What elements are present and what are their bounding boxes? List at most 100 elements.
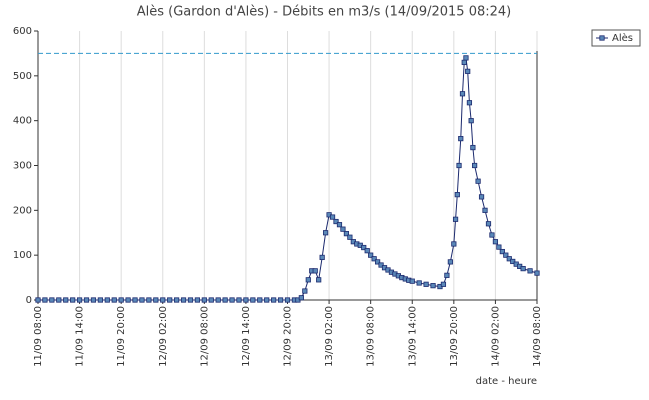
point-marker [475,178,481,184]
x-tick-label: 11/09 08:00 [33,306,44,367]
point-marker [90,297,97,303]
point-marker [333,218,339,225]
point-marker [284,297,291,303]
point-marker [423,281,429,287]
point-marker [336,222,343,228]
chart-title: Alès (Gardon d'Alès) - Débits en m3/s (1… [137,5,511,20]
point-marker [510,258,516,265]
point-marker [111,297,117,303]
point-marker [520,266,526,272]
x-tick-label: 12/09 20:00 [283,306,294,367]
point-marker [132,297,138,303]
point-marker [174,297,180,303]
point-marker [470,144,476,151]
point-marker [440,281,447,287]
point-marker [146,297,152,303]
point-marker [492,239,499,245]
point-marker [56,297,62,303]
point-marker [243,297,249,303]
point-marker [496,244,502,250]
point-marker [104,297,110,303]
point-marker [125,297,131,303]
point-marker [472,162,478,169]
y-tick-label: 600 [13,26,32,37]
x-tick-label: 14/09 02:00 [490,306,501,367]
point-marker [277,297,284,303]
x-tick-label: 11/09 20:00 [116,306,127,367]
y-tick-label: 100 [13,250,32,261]
point-marker [264,297,270,303]
point-marker [160,297,166,303]
x-axis-title: date - heure [476,376,537,387]
point-marker [416,280,422,286]
point-marker [139,297,145,303]
point-marker [329,214,336,220]
legend-box [591,29,641,47]
point-marker [458,135,464,142]
point-marker [468,118,474,124]
point-marker [371,256,377,262]
point-marker [222,297,228,303]
point-marker [340,226,346,232]
point-marker [236,297,242,303]
point-marker [463,55,469,61]
point-marker [316,277,322,283]
point-marker [153,297,159,303]
point-marker [364,248,370,254]
point-marker [83,297,90,303]
point-marker [76,297,83,303]
point-marker [456,162,462,169]
point-marker [444,272,450,278]
point-marker [298,295,304,301]
point-marker [466,100,473,106]
x-tick-label: 11/09 14:00 [75,306,86,367]
point-marker [187,297,194,303]
point-marker [506,256,512,262]
point-marker [368,252,374,258]
point-marker [499,248,505,255]
y-tick-label: 0 [26,295,32,306]
legend-marker [599,35,605,41]
x-tick-label: 13/09 14:00 [407,306,418,367]
x-tick-label: 13/09 02:00 [324,306,335,367]
point-marker [347,234,353,240]
point-marker [49,297,55,303]
point-marker [229,297,235,303]
point-marker [409,278,415,284]
point-marker [180,297,187,303]
point-marker [323,230,329,236]
point-marker [478,194,485,200]
point-marker [167,297,173,303]
point-marker [208,297,214,303]
point-marker [97,297,103,303]
point-marker [527,268,533,274]
x-tick-label: 13/09 08:00 [366,306,377,367]
y-tick-label: 500 [13,71,32,82]
point-marker [215,297,221,303]
point-marker [452,216,459,222]
point-marker [459,91,466,97]
point-marker [451,241,457,247]
point-marker [343,231,350,237]
x-tick-label: 14/09 08:00 [532,306,543,367]
point-marker [250,297,256,303]
point-marker [201,297,207,303]
point-marker [461,59,467,65]
x-tick-label: 12/09 08:00 [199,306,210,367]
point-marker [378,262,384,268]
x-tick-label: 12/09 02:00 [158,306,169,367]
point-marker [430,283,436,289]
point-marker [118,297,124,303]
legend-label: Alès [612,32,633,44]
point-marker [503,252,509,258]
y-tick-label: 300 [13,161,32,172]
point-marker [194,297,201,303]
point-marker [70,297,76,303]
point-marker [42,297,48,303]
point-marker [302,288,308,294]
y-tick-label: 400 [13,116,32,127]
point-marker [485,221,492,227]
point-marker [534,270,540,276]
y-tick-label: 200 [13,205,32,216]
